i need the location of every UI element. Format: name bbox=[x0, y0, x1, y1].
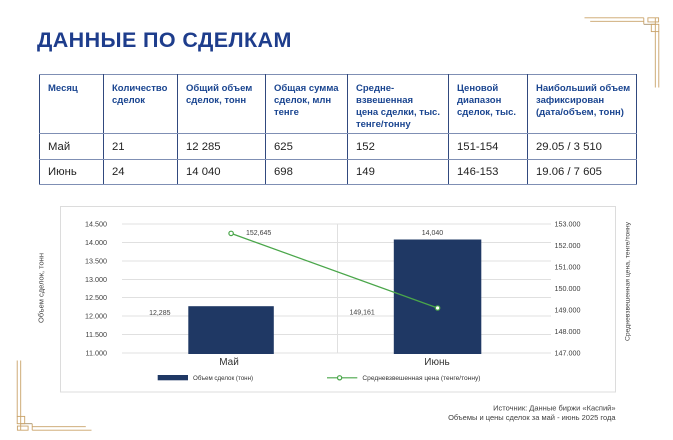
svg-text:Объем сделок, тонн: Объем сделок, тонн bbox=[37, 253, 46, 323]
svg-text:151.000: 151.000 bbox=[555, 263, 581, 272]
svg-text:Средневзвешенная цена, тенге/т: Средневзвешенная цена, тенге/тонну bbox=[625, 221, 632, 341]
svg-text:152,645: 152,645 bbox=[246, 230, 271, 237]
svg-text:149,161: 149,161 bbox=[349, 310, 374, 317]
svg-text:153.000: 153.000 bbox=[555, 220, 581, 229]
svg-text:Май: Май bbox=[219, 357, 239, 368]
svg-text:14.500: 14.500 bbox=[85, 220, 107, 229]
svg-text:13.500: 13.500 bbox=[85, 256, 107, 265]
svg-text:12.500: 12.500 bbox=[85, 293, 107, 302]
svg-text:11.500: 11.500 bbox=[86, 330, 107, 339]
svg-text:Объем сделок (тонн): Объем сделок (тонн) bbox=[193, 375, 253, 382]
svg-text:12,285: 12,285 bbox=[149, 310, 171, 317]
svg-text:147.000: 147.000 bbox=[555, 349, 581, 358]
svg-text:14,040: 14,040 bbox=[422, 230, 444, 237]
svg-text:14.000: 14.000 bbox=[85, 238, 107, 247]
svg-text:13.000: 13.000 bbox=[85, 275, 107, 284]
svg-text:149.000: 149.000 bbox=[555, 306, 581, 315]
svg-text:148.000: 148.000 bbox=[555, 327, 581, 336]
svg-text:12.000: 12.000 bbox=[85, 312, 107, 321]
svg-text:Средневзвешенная цена (тенге/т: Средневзвешенная цена (тенге/тонну) bbox=[362, 375, 480, 382]
svg-text:Источник: Данные биржи «Каспий: Источник: Данные биржи «Каспий» bbox=[493, 403, 615, 412]
svg-text:Июнь: Июнь bbox=[424, 357, 449, 368]
svg-text:152.000: 152.000 bbox=[555, 241, 581, 250]
svg-text:150.000: 150.000 bbox=[555, 284, 581, 293]
svg-text:Объемы и цены сделок за май -: Объемы и цены сделок за май - июнь 2025 … bbox=[448, 413, 616, 422]
svg-text:11.000: 11.000 bbox=[86, 349, 107, 358]
